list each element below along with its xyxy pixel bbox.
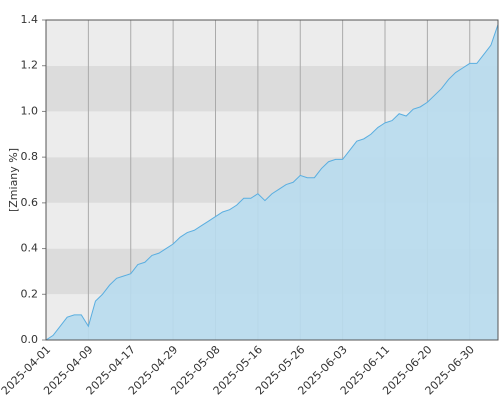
area-line: [45, 24, 499, 341]
area-fill: [46, 24, 498, 340]
grid-band: [46, 65, 498, 112]
y-tick-label: 0.0: [21, 333, 39, 346]
y-tick-label: 1.0: [21, 104, 39, 117]
y-tick-label: 1.2: [21, 59, 39, 72]
y-tick-label: 0.8: [21, 150, 39, 163]
plot-frame: [45, 19, 499, 341]
y-tick-label: 0.4: [21, 242, 39, 255]
y-tick-label: 0.6: [21, 196, 39, 209]
y-axis-label: [Zmiany %]: [7, 148, 20, 212]
y-tick-label: 1.4: [21, 13, 39, 26]
grid-band: [46, 20, 498, 66]
y-tick-label: 0.2: [21, 287, 39, 300]
